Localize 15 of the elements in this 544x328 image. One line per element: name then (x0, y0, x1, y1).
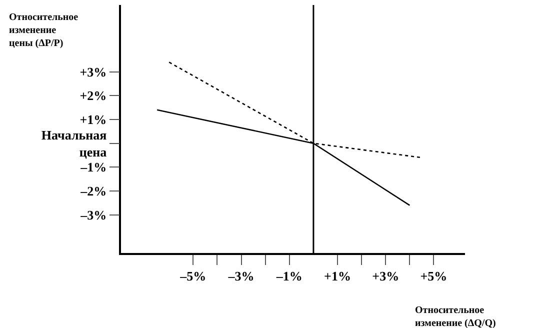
x-tick-label: –5% (179, 268, 206, 284)
y-tick-label: –1% (80, 160, 107, 175)
y-tick-label: –3% (80, 207, 107, 222)
x-axis-title: Относительное изменение (ΔQ/Q) (415, 305, 496, 328)
y-tick-label: Начальная цена (41, 127, 108, 160)
x-tick-label: +5% (420, 268, 448, 284)
x-tick-label: +1% (324, 268, 351, 284)
x-tick-label: +3% (372, 268, 400, 284)
x-tick-label: –3% (227, 268, 254, 284)
y-tick-label: –2% (80, 184, 107, 199)
y-tick-label: +1% (80, 112, 107, 128)
y-axis-title: Относительное изменение цены (ΔP/P) (9, 12, 79, 49)
y-tick-label: +3% (80, 64, 107, 80)
y-tick-label: +2% (80, 88, 107, 104)
x-tick-label: –1% (275, 268, 302, 284)
